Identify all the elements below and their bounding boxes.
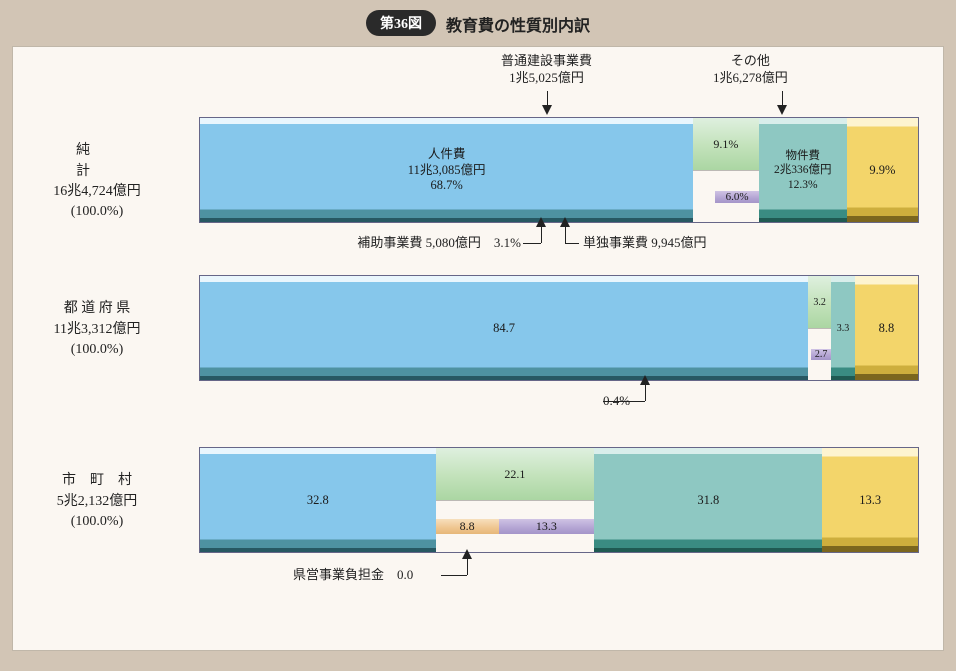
seg-construction-upper: 9.1% [693, 118, 758, 170]
row-label-pref: 都 道 府 県 11兆3,312億円 (100.0%) [17, 299, 177, 360]
bar-muni: 32.8 22.1 8.8 13.3 [199, 447, 919, 553]
seg-other: 8.8 [855, 276, 918, 380]
callout-construction: 普通建設事業費 1兆5,025億円 [501, 53, 592, 87]
row-name: 市 町 村 [17, 471, 177, 491]
seg-text: 84.7 [493, 321, 515, 336]
seg-construction-upper: 22.1 [436, 448, 595, 500]
seg-text: 3.2 [813, 297, 826, 308]
seg-construction: 3.2 2.7 [808, 276, 831, 380]
callout-label: 普通建設事業費 [501, 53, 592, 70]
row-name: 都 道 府 県 [17, 299, 177, 319]
callout-other: その他 1兆6,278億円 [713, 53, 788, 87]
row-pct: (100.0%) [17, 340, 177, 360]
seg-jinken: 84.7 [200, 276, 808, 380]
seg-bukken: 3.3 [831, 276, 855, 380]
figure-title: 教育費の性質別内訳 [446, 12, 590, 36]
callout-0-4: 0.4% [603, 393, 630, 410]
callout-kenei: 県営事業負担金 0.0 [293, 567, 413, 584]
row-label-total: 純 計 16兆4,724億円 (100.0%) [17, 141, 177, 222]
seg-text: 11兆3,085億円 [408, 163, 486, 179]
row-amount: 5兆2,132億円 [17, 492, 177, 512]
bar-pref: 84.7 3.2 2.7 [199, 275, 919, 381]
seg-jinken: 人件費 11兆3,085億円 68.7% [200, 118, 693, 222]
chart-panel: 普通建設事業費 1兆5,025億円 その他 1兆6,278億円 純 計 16兆4… [12, 46, 944, 651]
callout-label: 県営事業負担金 [293, 567, 384, 582]
row-amount: 16兆4,724億円 [17, 182, 177, 202]
seg-jinken: 32.8 [200, 448, 436, 552]
seg-text: 13.3 [859, 493, 881, 508]
seg-text: 2.7 [815, 349, 828, 360]
page: 第36図 教育費の性質別内訳 普通建設事業費 1兆5,025億円 その他 1兆6… [0, 0, 956, 671]
seg-construction: 22.1 8.8 13.3 [436, 448, 595, 552]
callout-label: 単独事業費 9,945億円 [583, 235, 707, 252]
row-label-muni: 市 町 村 5兆2,132億円 (100.0%) [17, 471, 177, 532]
seg-text: 人件費 [408, 147, 486, 163]
row-pct: (100.0%) [17, 202, 177, 222]
seg-text: 32.8 [307, 493, 329, 508]
seg-bukken: 31.8 [594, 448, 822, 552]
callout-label: その他 [713, 53, 788, 70]
row-amount: 11兆3,312億円 [17, 320, 177, 340]
seg-text: 8.8 [879, 321, 895, 336]
seg-other: 9.9% [847, 118, 918, 222]
seg-text: 物件費 [774, 149, 832, 163]
callout-pct: 3.1% [494, 235, 521, 250]
seg-construction-upper: 3.2 [808, 276, 831, 328]
seg-text: 9.1% [713, 137, 738, 152]
seg-construction: 9.1% 6.0% [693, 118, 758, 222]
seg-text: 8.8 [460, 519, 475, 534]
row-name: 純 計 [17, 141, 177, 182]
callout-label: 補助事業費 5,080億円 [357, 235, 481, 250]
seg-text: 12.3% [774, 178, 832, 192]
callout-pct: 0.0 [397, 567, 413, 582]
callout-amount: 1兆5,025億円 [501, 70, 592, 87]
figure-title-row: 第36図 教育費の性質別内訳 [12, 10, 944, 36]
seg-text: 13.3 [536, 519, 557, 534]
seg-text: 2兆336億円 [774, 163, 832, 177]
callout-hojo: 補助事業費 5,080億円 3.1% [231, 235, 521, 252]
seg-text: 22.1 [504, 467, 525, 482]
seg-text: 9.9% [869, 163, 895, 178]
seg-other: 13.3 [822, 448, 917, 552]
seg-tandoku: 6.0% [715, 191, 758, 203]
seg-hojo: 8.8 [436, 519, 499, 534]
seg-text: 31.8 [697, 493, 719, 508]
seg-tandoku: 13.3 [499, 519, 595, 534]
bar-total: 人件費 11兆3,085億円 68.7% 9.1% 6.0% [199, 117, 919, 223]
callout-amount: 1兆6,278億円 [713, 70, 788, 87]
seg-tandoku: 2.7 [811, 349, 831, 360]
callout-tandoku: 単独事業費 9,945億円 [565, 235, 707, 252]
seg-text: 6.0% [726, 191, 749, 203]
seg-text: 68.7% [408, 178, 486, 194]
figure-label-pill: 第36図 [366, 10, 436, 36]
seg-bukken: 物件費 2兆336億円 12.3% [759, 118, 847, 222]
seg-text: 3.3 [837, 323, 850, 334]
row-pct: (100.0%) [17, 512, 177, 532]
